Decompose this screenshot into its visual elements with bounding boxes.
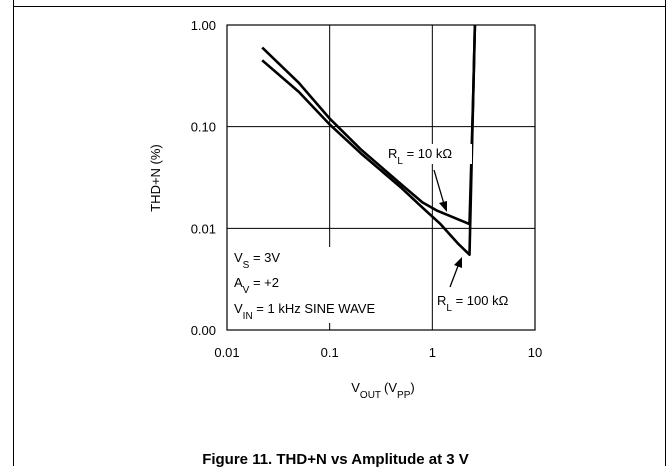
condition-vs: VS = 3V [234, 250, 280, 271]
condition-vs-sub: S [243, 260, 250, 271]
y-tick-label: 0.00 [191, 323, 216, 338]
condition-av-sub: V [243, 285, 250, 296]
x-tick-label: 1 [429, 345, 436, 360]
annotation-rl100-arrowhead [454, 257, 462, 268]
series-line-rl-100k [261, 24, 477, 256]
frame-top-border [13, 6, 666, 7]
condition-vin-sub: IN [243, 311, 253, 322]
x-tick-label: 10 [528, 345, 542, 360]
x-axis-label: VOUT (VPP) [351, 380, 414, 401]
x-axis-label-paren-close: ) [410, 380, 414, 395]
x-axis-label-main: V [351, 380, 360, 395]
annotation-rl100-sub: L [446, 303, 452, 314]
condition-vs-main: V [234, 250, 243, 265]
condition-vin-rest: = 1 kHz SINE WAVE [253, 301, 376, 316]
figure-caption: Figure 11. THD+N vs Amplitude at 3 V [202, 451, 469, 468]
x-axis-label-paren-open: ( [384, 380, 389, 395]
x-axis-label-unit-sub: PP [397, 390, 411, 401]
annotation-rl10-arrow [433, 169, 445, 205]
condition-av-rest: = +2 [249, 275, 279, 290]
tick-labels: 0.01 0.1 1 10 0.00 0.01 0.10 1.00 [191, 18, 543, 360]
condition-vin-main: V [234, 301, 243, 316]
plot-area-border [226, 24, 536, 331]
annotation-rl10-main: R [388, 146, 397, 161]
y-tick-label: 0.01 [191, 221, 216, 236]
x-tick-label: 0.1 [321, 345, 339, 360]
series-line-rl-10k [261, 24, 477, 226]
x-tick-label: 0.01 [214, 345, 239, 360]
annotation-rl10-bg [384, 144, 472, 164]
annotation-rl10-rest: = 10 kΩ [403, 146, 452, 161]
frame-right-border [665, 0, 666, 466]
condition-av: AV = +2 [234, 275, 279, 296]
annotation-rl100-bg [434, 291, 534, 311]
condition-vs-rest: = 3V [249, 250, 280, 265]
y-tick-label: 1.00 [191, 18, 216, 33]
conditions-bg [229, 247, 425, 323]
annotation-rl10: RL = 10 kΩ [388, 146, 452, 167]
annotation-rl10-sub: L [397, 156, 403, 167]
y-axis-label: THD+N (%) [148, 144, 163, 212]
condition-vin: VIN = 1 kHz SINE WAVE [234, 301, 375, 322]
frame-left-border [13, 0, 14, 466]
annotation-rl100: RL = 100 kΩ [437, 293, 509, 314]
annotation-rl100-arrow [449, 265, 459, 288]
annotation-rl100-rest: = 100 kΩ [452, 293, 509, 308]
annotation-rl10-arrowhead [439, 201, 447, 212]
series-lines [261, 24, 477, 256]
annotation-rl100-main: R [437, 293, 446, 308]
condition-av-main: A [234, 275, 243, 290]
x-axis-label-sub: OUT [360, 390, 381, 401]
y-tick-label: 0.10 [191, 120, 216, 135]
x-axis-label-unit-main: V [388, 380, 397, 395]
